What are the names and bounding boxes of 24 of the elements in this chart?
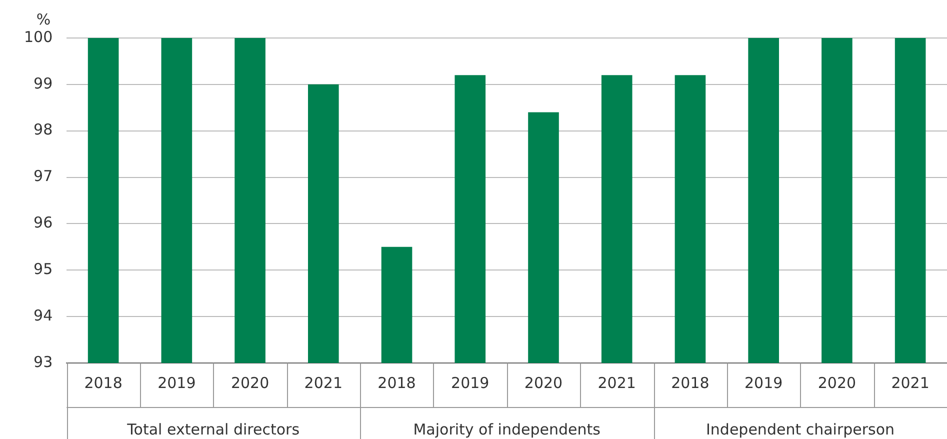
text: Total external directors	[126, 420, 300, 438]
x-tick-label: 2020	[230, 374, 270, 392]
y-axis-title: %	[36, 10, 51, 28]
x-tick-label: 2020	[818, 374, 856, 392]
x-tick-label: 2019	[158, 374, 196, 392]
x-tick-label: 2021	[891, 374, 930, 392]
y-tick-label: 100	[24, 28, 53, 46]
x-tick-label: 2020	[524, 374, 563, 392]
text: Majority of independents	[413, 420, 601, 438]
x-tick-label: 2019	[744, 374, 783, 392]
x-tick-label: 2021	[304, 374, 342, 392]
y-tick-label: 98	[34, 120, 53, 139]
y-tick-label: 93	[34, 352, 53, 371]
y-tick-label: 95	[34, 260, 53, 278]
x-tick-label: 2018	[84, 374, 122, 392]
y-tick-label: 96	[34, 214, 53, 232]
y-tick-label: 97	[34, 167, 53, 186]
text: Independent chairperson	[706, 420, 895, 438]
x-tick-label: 2018	[378, 374, 416, 392]
x-tick-label: 2021	[598, 374, 636, 392]
x-tick-label: 2019	[451, 374, 490, 392]
y-tick-label: 99	[34, 74, 53, 92]
y-tick-label: 94	[34, 306, 53, 324]
x-tick-label: 2018	[671, 374, 710, 392]
